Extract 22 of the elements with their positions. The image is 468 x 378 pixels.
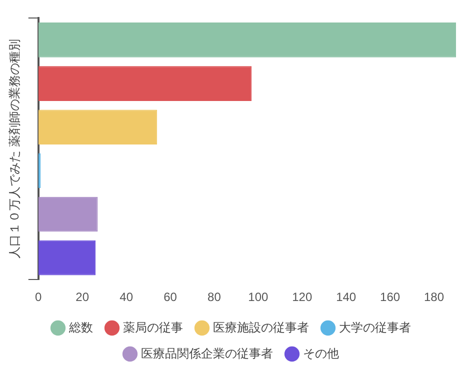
x-tick-label: 60: [164, 290, 178, 304]
bar: [38, 110, 158, 145]
bar: [38, 22, 456, 58]
x-tick-label: 80: [208, 290, 222, 304]
bar: [38, 66, 252, 101]
legend-label: 薬局の従事: [123, 320, 183, 334]
x-tick-label: 0: [35, 290, 42, 304]
x-tick-label: 140: [336, 290, 356, 304]
legend-label: 医療施設の従事者: [213, 320, 309, 334]
bar: [38, 196, 98, 232]
legend-label: その他: [303, 346, 339, 360]
x-tick-label: 20: [76, 290, 90, 304]
x-tick-label: 40: [120, 290, 134, 304]
legend-label: 大学の従事者: [339, 320, 411, 334]
x-tick-label: 180: [424, 290, 444, 304]
x-tick-label: 100: [248, 290, 269, 304]
x-tick-label: 120: [292, 290, 312, 304]
legend-label: 総数: [68, 320, 93, 334]
bar: [38, 240, 96, 276]
x-tick-label: 160: [380, 290, 400, 304]
y-axis-title: 人口１０万人でみた 薬剤師の業務の種別: [8, 39, 22, 259]
legend-label: 医療品関係企業の従事者: [141, 346, 273, 360]
